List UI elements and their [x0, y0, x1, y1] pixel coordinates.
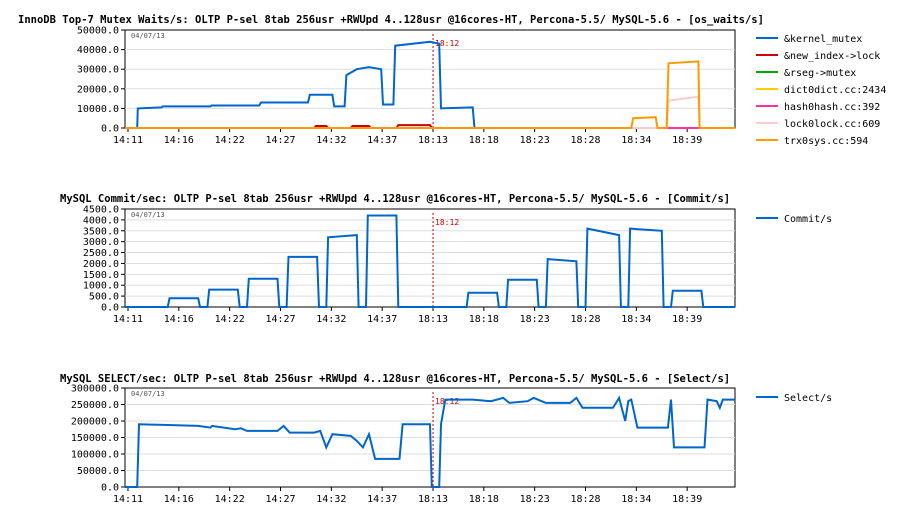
x-tick-label: 14:37 — [367, 494, 397, 505]
x-tick-label: 14:16 — [164, 494, 194, 505]
x-tick-label: 14:32 — [316, 135, 346, 146]
x-tick-label: 14:37 — [367, 135, 397, 146]
x-tick-label: 18:23 — [520, 314, 550, 325]
y-tick-label: 500.0 — [89, 292, 119, 303]
x-tick-label: 18:13 — [418, 494, 448, 505]
y-tick-label: 50000.0 — [77, 466, 119, 477]
marker-label: 18:12 — [435, 397, 459, 406]
x-tick-label: 14:16 — [164, 314, 194, 325]
y-tick-label: 100000.0 — [71, 450, 119, 461]
x-tick-label: 14:11 — [113, 494, 143, 505]
x-tick-label: 18:23 — [520, 494, 550, 505]
x-tick-label: 14:27 — [265, 494, 295, 505]
x-tick-label: 14:27 — [265, 314, 295, 325]
x-tick-label: 14:16 — [164, 135, 194, 146]
chart-1: InnoDB Top-7 Mutex Waits/s: OLTP P-sel 8… — [18, 14, 886, 147]
x-tick-label: 18:13 — [418, 314, 448, 325]
y-tick-label: 30000.0 — [77, 65, 119, 76]
y-tick-label: 1500.0 — [83, 270, 119, 281]
x-tick-label: 18:23 — [520, 135, 550, 146]
series-line-1 — [125, 395, 735, 488]
series-line-7 — [125, 60, 735, 129]
y-tick-label: 50000.0 — [77, 26, 119, 37]
plot-area — [124, 29, 736, 129]
x-tick-label: 14:32 — [316, 314, 346, 325]
x-tick-label: 18:28 — [570, 135, 600, 146]
series-line-1 — [125, 214, 735, 308]
y-tick-label: 300000.0 — [71, 384, 119, 395]
legend-label: &rseg->mutex — [784, 68, 856, 79]
x-tick-label: 14:32 — [316, 494, 346, 505]
x-tick-label: 18:34 — [621, 314, 651, 325]
y-tick-label: 4500.0 — [83, 205, 119, 216]
x-tick-label: 14:27 — [265, 135, 295, 146]
y-tick-label: 150000.0 — [71, 433, 119, 444]
date-label: 04/07/13 — [131, 32, 165, 40]
y-tick-label: 3000.0 — [83, 237, 119, 248]
y-tick-label: 0.0 — [101, 303, 119, 314]
y-tick-label: 1000.0 — [83, 281, 119, 292]
y-tick-label: 3500.0 — [83, 226, 119, 237]
legend-label: dict0dict.cc:2434 — [784, 85, 886, 96]
x-tick-label: 14:11 — [113, 314, 143, 325]
series-line-1 — [125, 40, 735, 129]
chart-title: MySQL SELECT/sec: OLTP P-sel 8tab 256usr… — [60, 373, 730, 385]
x-tick-label: 14:11 — [113, 135, 143, 146]
legend-label: trx0sys.cc:594 — [784, 136, 868, 147]
x-tick-label: 18:28 — [570, 494, 600, 505]
y-tick-label: 250000.0 — [71, 400, 119, 411]
y-tick-label: 0.0 — [101, 124, 119, 135]
x-tick-label: 18:34 — [621, 135, 651, 146]
plot-area — [124, 208, 736, 308]
chart-3: MySQL SELECT/sec: OLTP P-sel 8tab 256usr… — [60, 373, 832, 505]
date-label: 04/07/13 — [131, 390, 165, 398]
chart-2: MySQL Commit/sec: OLTP P-sel 8tab 256usr… — [60, 193, 832, 325]
legend-label: &new_index->lock — [784, 51, 880, 62]
y-tick-label: 4000.0 — [83, 215, 119, 226]
x-tick-label: 14:22 — [215, 314, 245, 325]
chart-title: MySQL Commit/sec: OLTP P-sel 8tab 256usr… — [60, 193, 730, 205]
x-tick-label: 18:18 — [469, 135, 499, 146]
y-tick-label: 0.0 — [101, 483, 119, 494]
marker-label: 18:12 — [435, 218, 459, 227]
y-tick-label: 200000.0 — [71, 417, 119, 428]
y-tick-label: 2000.0 — [83, 259, 119, 270]
x-tick-label: 18:39 — [672, 494, 702, 505]
marker-label: 18:12 — [435, 39, 459, 48]
x-tick-label: 14:37 — [367, 314, 397, 325]
y-tick-label: 10000.0 — [77, 104, 119, 115]
x-tick-label: 18:18 — [469, 494, 499, 505]
series-line-2 — [125, 124, 735, 129]
x-tick-label: 14:22 — [215, 494, 245, 505]
y-tick-label: 20000.0 — [77, 84, 119, 95]
x-tick-label: 14:22 — [215, 135, 245, 146]
legend-label: &kernel_mutex — [784, 34, 862, 45]
legend-label: hash0hash.cc:392 — [784, 102, 880, 113]
x-tick-label: 18:39 — [672, 135, 702, 146]
legend-label: Commit/s — [784, 214, 832, 225]
x-tick-label: 18:28 — [570, 314, 600, 325]
x-tick-label: 18:13 — [418, 135, 448, 146]
chart-title: InnoDB Top-7 Mutex Waits/s: OLTP P-sel 8… — [18, 14, 764, 26]
y-tick-label: 40000.0 — [77, 45, 119, 56]
legend-label: Select/s — [784, 393, 832, 404]
legend-label: lock0lock.cc:609 — [784, 119, 880, 130]
y-tick-label: 2500.0 — [83, 248, 119, 259]
x-tick-label: 18:34 — [621, 494, 651, 505]
date-label: 04/07/13 — [131, 211, 165, 219]
x-tick-label: 18:18 — [469, 314, 499, 325]
x-tick-label: 18:39 — [672, 314, 702, 325]
